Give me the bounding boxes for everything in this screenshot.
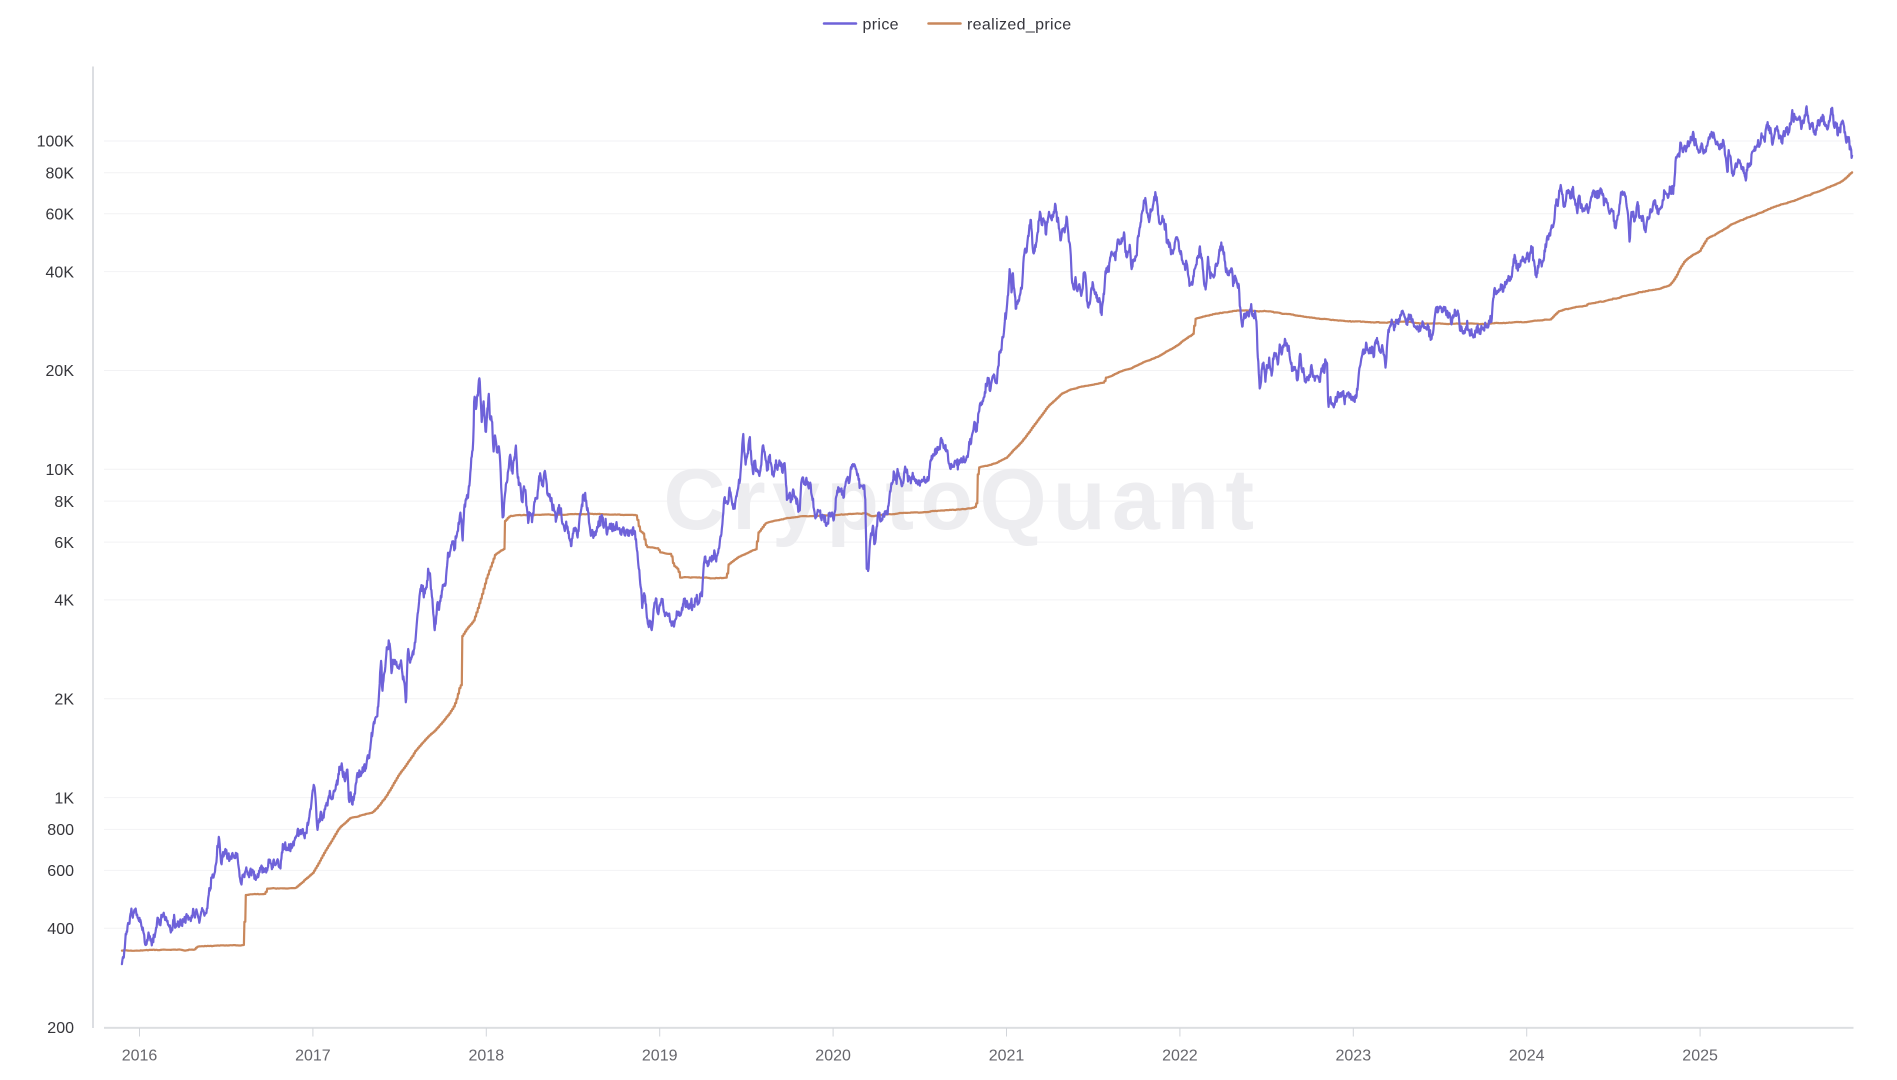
svg-text:2019: 2019 <box>642 1048 678 1065</box>
svg-text:600: 600 <box>47 863 74 880</box>
svg-text:price: price <box>863 17 899 34</box>
svg-text:20K: 20K <box>46 363 75 380</box>
svg-text:2018: 2018 <box>469 1048 505 1065</box>
svg-text:8K: 8K <box>54 494 74 511</box>
svg-text:2022: 2022 <box>1162 1048 1198 1065</box>
svg-text:1K: 1K <box>54 790 74 807</box>
svg-text:10K: 10K <box>46 462 75 479</box>
svg-text:2025: 2025 <box>1682 1048 1718 1065</box>
svg-text:40K: 40K <box>46 264 75 281</box>
svg-text:400: 400 <box>47 921 74 938</box>
svg-text:2023: 2023 <box>1336 1048 1372 1065</box>
svg-text:800: 800 <box>47 822 74 839</box>
svg-text:80K: 80K <box>46 166 75 183</box>
svg-text:realized_price: realized_price <box>967 17 1072 34</box>
svg-text:2016: 2016 <box>122 1048 158 1065</box>
svg-text:200: 200 <box>47 1020 74 1037</box>
svg-text:100K: 100K <box>37 134 75 151</box>
svg-text:2020: 2020 <box>815 1048 851 1065</box>
svg-text:6K: 6K <box>54 535 74 552</box>
svg-text:60K: 60K <box>46 207 75 224</box>
svg-text:2021: 2021 <box>989 1048 1025 1065</box>
svg-text:4K: 4K <box>54 593 74 610</box>
svg-text:2024: 2024 <box>1509 1048 1545 1065</box>
svg-text:2K: 2K <box>54 692 74 709</box>
svg-text:2017: 2017 <box>295 1048 331 1065</box>
